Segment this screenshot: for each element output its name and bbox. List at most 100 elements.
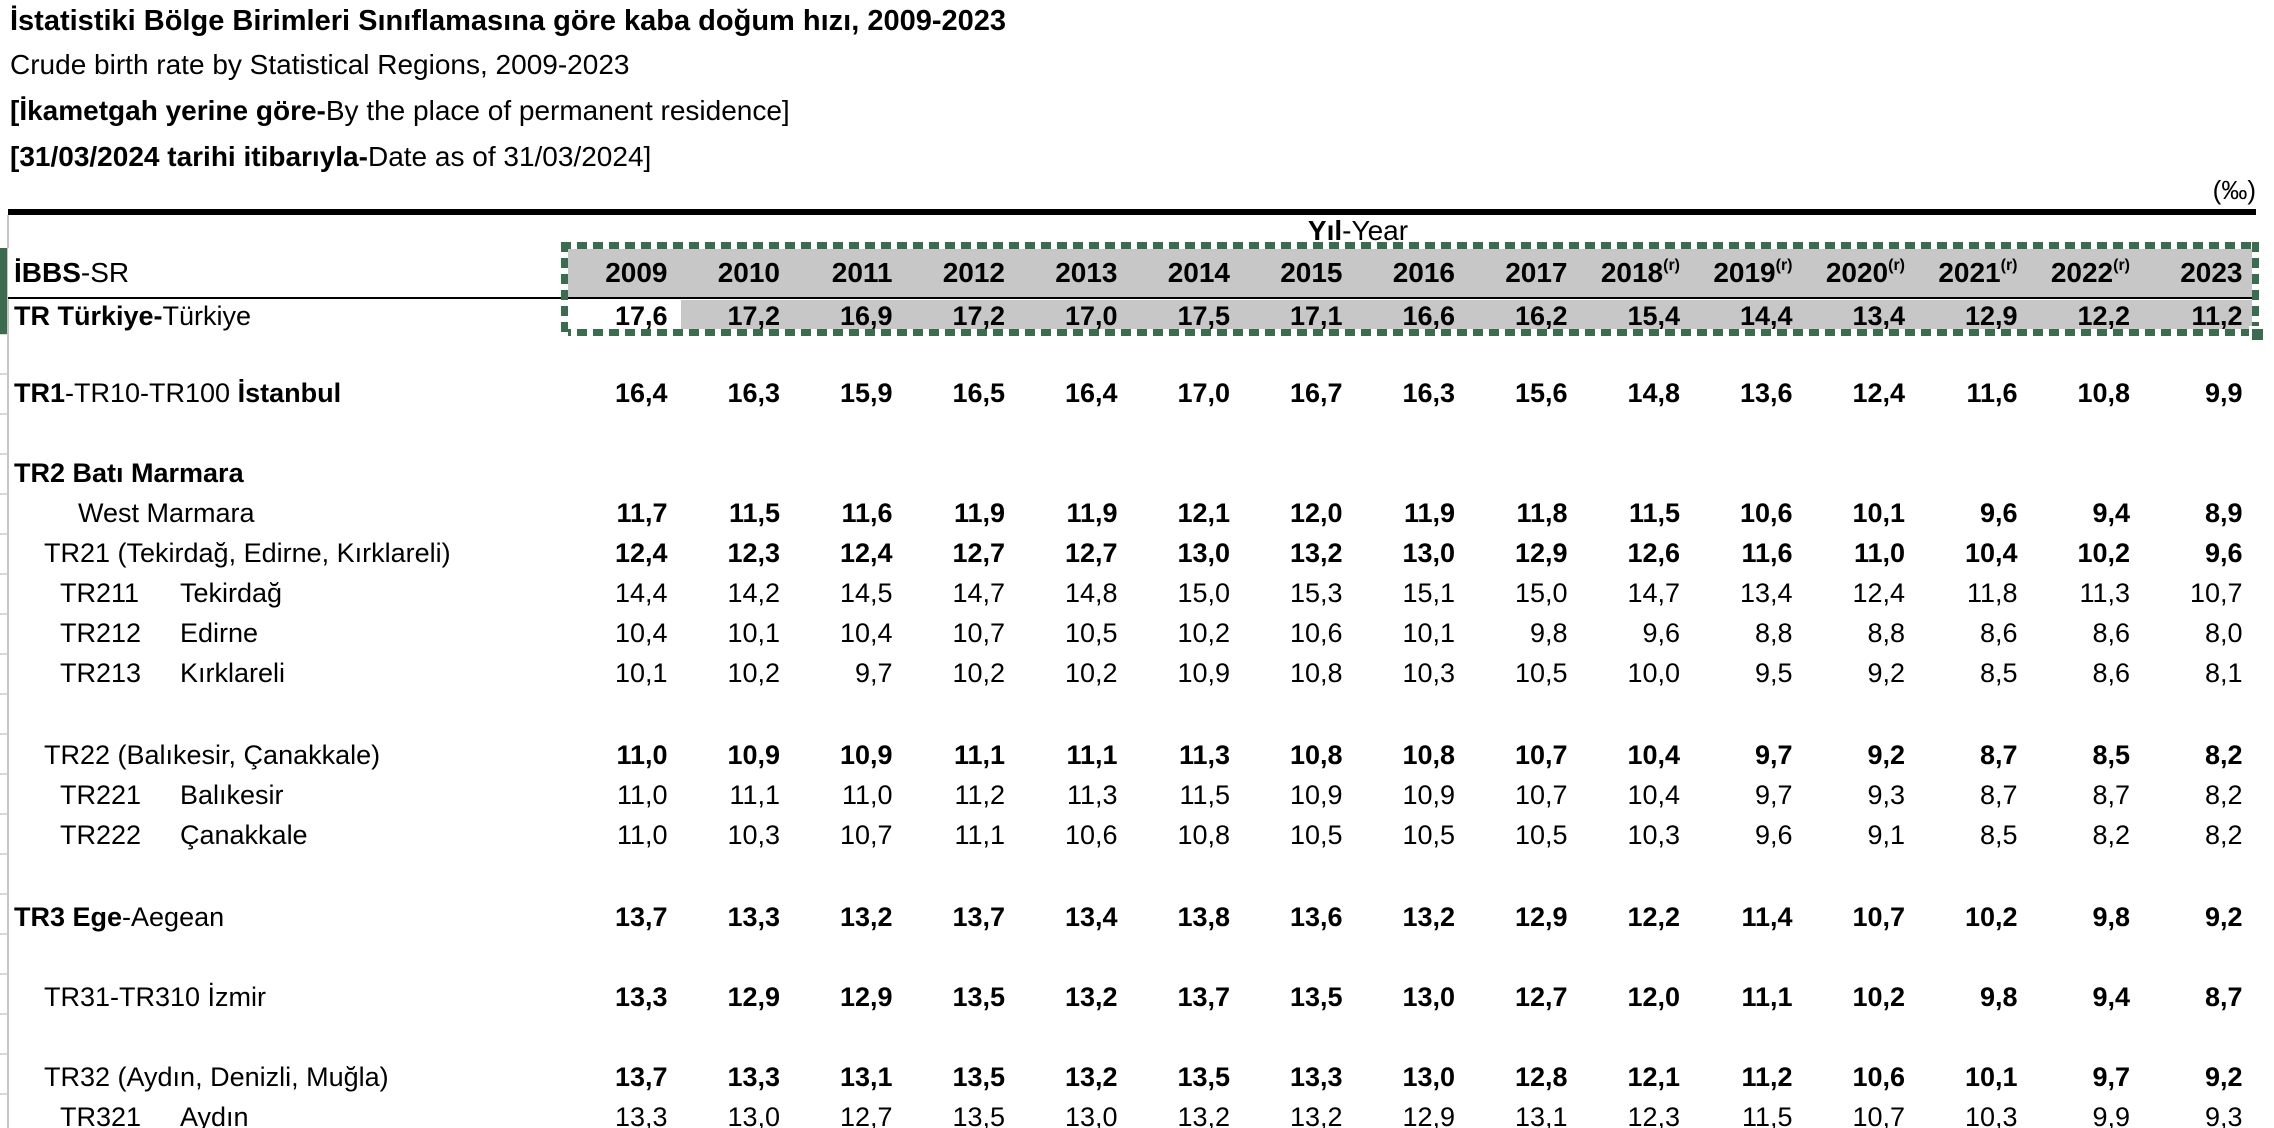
value-cell[interactable]: 16,3 (1402, 378, 1455, 408)
value-cell[interactable]: 8,7 (2092, 780, 2130, 810)
value-cell[interactable]: 13,2 (1289, 538, 1343, 568)
value-cell[interactable]: 12,3 (727, 538, 780, 568)
value-cell[interactable]: 13,2 (1064, 982, 1118, 1012)
value-cell[interactable]: 9,5 (1754, 658, 1793, 688)
value-cell[interactable]: 10,4 (1964, 538, 2018, 568)
value-cell[interactable] (1806, 453, 1919, 493)
value-cell[interactable]: 8,9 (2204, 498, 2243, 528)
value-cell[interactable] (568, 453, 681, 493)
value-cell[interactable] (2031, 453, 2144, 493)
value-cell[interactable]: 13,1 (839, 1062, 893, 1092)
value-cell[interactable]: 8,7 (1979, 780, 2018, 810)
region-label-cell[interactable]: TR221 Balıkesir (8, 775, 568, 815)
region-label-cell[interactable]: TR1-TR10-TR100 İstanbul (8, 373, 568, 413)
value-cell[interactable]: 13,2 (1402, 902, 1455, 932)
value-cell[interactable]: 10,2 (2077, 538, 2130, 568)
year-cell[interactable]: 2015 (1243, 248, 1356, 297)
value-cell[interactable]: 10,3 (1402, 658, 1455, 688)
value-cell[interactable]: 9,7 (2092, 1062, 2130, 1092)
value-cell[interactable]: 11,0 (616, 740, 668, 770)
value-cell[interactable]: 13,4 (1739, 578, 1793, 608)
value-cell[interactable]: 9,6 (2204, 538, 2243, 568)
value-cell[interactable]: 10,9 (1289, 780, 1343, 810)
value-cell[interactable]: 13,7 (1177, 982, 1230, 1012)
value-cell[interactable]: 10,4 (614, 618, 668, 648)
value-cell[interactable] (1581, 453, 1694, 493)
value-cell[interactable]: 8,2 (2204, 820, 2243, 850)
value-cell[interactable]: 11,3 (2079, 578, 2130, 608)
value-cell[interactable]: 12,7 (839, 1102, 893, 1128)
value-cell[interactable]: 15,1 (1402, 578, 1455, 608)
corner-label-cell[interactable]: İBBS-SR (8, 248, 568, 297)
value-cell[interactable]: 13,3 (727, 902, 780, 932)
value-cell[interactable]: 9,8 (2092, 902, 2130, 932)
value-cell[interactable]: 8,7 (1979, 740, 2018, 770)
value-cell[interactable]: 11,8 (1516, 498, 1568, 528)
value-cell[interactable]: 9,7 (854, 658, 893, 688)
value-cell[interactable]: 14,5 (839, 578, 893, 608)
value-cell[interactable]: 13,3 (727, 1062, 780, 1092)
value-cell[interactable]: 10,5 (1289, 820, 1343, 850)
value-cell[interactable]: 10,4 (1627, 780, 1680, 810)
value-cell[interactable]: 10,8 (1289, 740, 1343, 770)
value-cell[interactable]: 11,0 (616, 820, 668, 850)
value-cell[interactable]: 11,1 (953, 740, 1005, 770)
value-cell[interactable]: 13,0 (1064, 1102, 1118, 1128)
value-cell[interactable]: 10,1 (1402, 618, 1455, 648)
value-cell[interactable]: 15,4 (1580, 300, 1693, 333)
value-cell[interactable]: 11,0 (1853, 538, 1905, 568)
value-cell[interactable]: 9,8 (1979, 982, 2018, 1012)
value-cell[interactable]: 15,0 (1514, 578, 1568, 608)
value-cell[interactable]: 10,2 (952, 658, 1005, 688)
value-cell[interactable]: 10,7 (952, 618, 1005, 648)
year-cell[interactable]: 2022(r) (2030, 248, 2143, 297)
year-cell[interactable]: 2017 (1468, 248, 1581, 297)
value-cell[interactable]: 12,0 (1289, 498, 1343, 528)
region-label-cell[interactable]: TR3 Ege-Aegean (8, 897, 568, 937)
value-cell[interactable]: 11,3 (1178, 740, 1230, 770)
value-cell[interactable]: 10,9 (1177, 658, 1230, 688)
value-cell[interactable]: 12,3 (1627, 1102, 1680, 1128)
value-cell[interactable]: 10,7 (839, 820, 893, 850)
value-cell[interactable]: 10,6 (1289, 618, 1343, 648)
value-cell[interactable]: 13,7 (952, 902, 1005, 932)
value-cell[interactable]: 11,5 (728, 498, 780, 528)
value-cell[interactable]: 11,6 (1966, 378, 2018, 408)
value-cell[interactable]: 13,3 (1289, 1062, 1343, 1092)
value-cell[interactable]: 10,8 (1289, 658, 1343, 688)
value-cell[interactable]: 8,7 (2204, 982, 2243, 1012)
value-cell[interactable]: 11,7 (616, 498, 668, 528)
value-cell[interactable]: 10,2 (1064, 658, 1118, 688)
value-cell[interactable]: 13,0 (1402, 982, 1455, 1012)
value-cell[interactable]: 10,6 (1852, 1062, 1905, 1092)
year-cell[interactable]: 2023 (2143, 248, 2256, 297)
value-cell[interactable]: 8,0 (2204, 618, 2243, 648)
value-cell[interactable]: 10,7 (1514, 780, 1568, 810)
value-cell[interactable]: 10,1 (1852, 498, 1905, 528)
value-cell[interactable]: 8,2 (2204, 780, 2243, 810)
value-cell[interactable]: 13,5 (1177, 1062, 1230, 1092)
value-cell[interactable]: 14,8 (1064, 578, 1118, 608)
value-cell[interactable]: 17,0 (1018, 300, 1131, 333)
value-cell[interactable]: 13,5 (952, 1102, 1005, 1128)
year-cell[interactable]: 2020(r) (1805, 248, 1918, 297)
value-cell[interactable]: 12,6 (1627, 538, 1680, 568)
value-cell[interactable]: 15,0 (1177, 578, 1230, 608)
value-cell[interactable]: 11,2 (954, 780, 1005, 810)
value-cell[interactable]: 13,8 (1177, 902, 1230, 932)
value-cell[interactable]: 16,3 (727, 378, 780, 408)
value-cell[interactable]: 10,9 (1402, 780, 1455, 810)
value-cell[interactable]: 13,5 (1289, 982, 1343, 1012)
value-cell[interactable]: 12,4 (614, 538, 668, 568)
value-cell[interactable]: 10,5 (1064, 618, 1118, 648)
value-cell[interactable]: 13,0 (1402, 1062, 1455, 1092)
region-label-cell[interactable]: TR213 Kırklareli (8, 653, 568, 693)
value-cell[interactable]: 11,5 (1741, 1102, 1793, 1128)
value-cell[interactable]: 12,9 (1514, 538, 1568, 568)
value-cell[interactable]: 9,6 (1754, 820, 1793, 850)
value-cell[interactable]: 16,6 (1355, 300, 1468, 333)
value-cell[interactable]: 12,2 (2030, 300, 2143, 333)
value-cell[interactable]: 10,8 (1402, 740, 1455, 770)
value-cell[interactable]: 11,1 (729, 780, 780, 810)
value-cell[interactable]: 10,2 (1177, 618, 1230, 648)
